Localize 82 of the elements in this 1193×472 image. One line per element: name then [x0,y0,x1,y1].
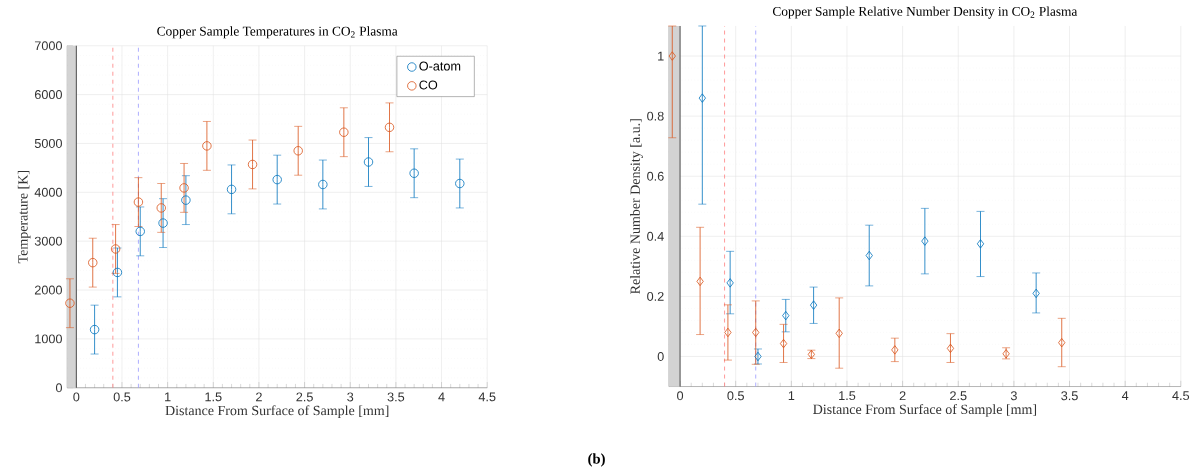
point [1032,288,1040,299]
y-tick-label: 0.2 [647,291,664,301]
point [1058,338,1066,348]
point [156,203,166,213]
point [835,328,843,339]
point [779,338,788,349]
point [65,298,75,308]
y-tick-label: 7000 [34,41,62,51]
point [226,184,237,195]
point [158,218,168,228]
x-tick-label: 1 [788,391,795,400]
x-tick-label: 4 [438,392,445,402]
point [363,157,374,167]
y-tick-label: 1 [658,51,664,61]
point [202,141,212,151]
y-axis-title: Relative Number Density [a.u.] [630,119,643,294]
point [455,178,465,189]
point [133,197,144,207]
text: (b) [588,453,605,467]
point [110,244,121,254]
point [865,250,873,261]
y-tick-label: 1000 [35,334,62,344]
x-tick-label: 3.5 [387,392,405,402]
point [409,168,419,178]
y-axis-title: Temperature [K] [17,171,31,264]
point [272,174,282,185]
x-tick-label: 0 [73,392,80,402]
x-tick-label: 2 [256,392,262,402]
point [293,146,303,156]
x-tick-label: 4.5 [478,392,496,402]
point [696,276,704,287]
point [921,236,929,246]
point [247,159,258,170]
point [112,267,123,278]
y-tick-label: 0.8 [647,111,664,121]
point [179,183,189,193]
x-axis-title: Distance From Surface of Sample [mm] [813,404,1037,417]
point [384,122,395,132]
x-tick-label: 3 [347,392,354,402]
y-tick-label: 0 [657,352,664,361]
y-tick-label: 4000 [34,187,62,197]
point [752,327,760,338]
x-tick-label: 2.5 [950,391,967,401]
y-tick-label: 0.6 [647,171,664,181]
point [726,278,734,288]
point [318,179,328,190]
x-tick-label: 3 [1010,391,1017,401]
point [724,327,732,338]
x-tick-label: 4 [1121,391,1129,400]
point [782,310,790,321]
point [88,258,98,268]
legend-label: CO [419,80,438,90]
x-tick-label: 2.5 [296,392,313,402]
x-tick-label: 3.5 [1061,391,1078,401]
x-tick-label: 2 [899,391,906,401]
point [339,127,349,137]
x-tick-label: 0.5 [113,392,131,402]
y-tick-label: 0 [55,383,62,393]
point [946,343,955,354]
y-tick-label: 6000 [34,90,62,100]
point [135,226,145,237]
point [698,93,706,103]
y-tick-label: 5000 [34,138,62,148]
x-tick-label: 1.5 [205,392,222,402]
x-tick-label: 1.5 [839,391,856,401]
chart-title: Copper Sample Temperatures in CO$_{2}$ Plasma [157,26,398,39]
point [668,51,676,61]
point [976,239,985,249]
x-tick-label: 1 [165,392,171,402]
x-tick-label: 4.5 [1172,391,1190,401]
legend-label: O-atom [419,61,461,71]
point [181,195,191,205]
y-tick-label: 0.4 [647,231,664,241]
y-tick-label: 3000 [34,236,62,246]
point [891,345,899,355]
point [89,324,100,335]
point [810,300,818,310]
chart-title: Copper Sample Relative Number Density in CO$_{2}$ Plasma [772,6,1078,19]
x-axis-title: Distance From Surface of Sample [mm] [165,405,389,419]
x-tick-label: 0.5 [727,391,744,401]
y-tick-label: 2000 [34,285,62,295]
x-tick-label: 0 [677,391,684,401]
